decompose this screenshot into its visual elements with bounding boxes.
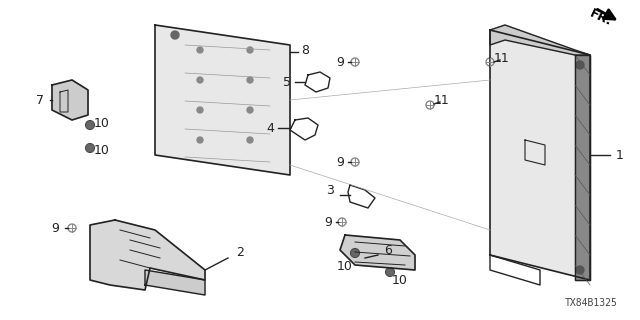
Text: 1: 1 (616, 148, 624, 162)
Text: 9: 9 (336, 156, 344, 169)
Polygon shape (490, 25, 590, 55)
Polygon shape (52, 80, 88, 120)
Polygon shape (340, 235, 415, 270)
Text: FR.: FR. (588, 7, 614, 29)
Text: 3: 3 (326, 183, 334, 196)
Circle shape (247, 77, 253, 83)
Circle shape (247, 47, 253, 53)
Circle shape (247, 107, 253, 113)
Circle shape (387, 268, 394, 276)
Text: 10: 10 (392, 274, 408, 286)
Text: 9: 9 (336, 55, 344, 68)
Circle shape (171, 31, 179, 39)
Circle shape (576, 266, 584, 274)
Text: TX84B1325: TX84B1325 (565, 298, 618, 308)
Circle shape (197, 47, 203, 53)
Polygon shape (575, 55, 590, 280)
Text: 5: 5 (283, 76, 291, 89)
Polygon shape (90, 220, 205, 290)
Circle shape (197, 77, 203, 83)
Circle shape (247, 137, 253, 143)
Text: 9: 9 (324, 215, 332, 228)
Text: 10: 10 (94, 116, 110, 130)
Text: 6: 6 (384, 244, 392, 257)
Circle shape (86, 122, 93, 129)
Polygon shape (145, 270, 205, 295)
Circle shape (197, 137, 203, 143)
Polygon shape (490, 30, 590, 280)
Text: 11: 11 (494, 52, 510, 65)
Text: 10: 10 (337, 260, 353, 273)
Circle shape (351, 250, 358, 257)
Polygon shape (155, 25, 290, 175)
Text: 10: 10 (94, 143, 110, 156)
Text: 2: 2 (236, 245, 244, 259)
Text: 9: 9 (51, 221, 59, 235)
Text: 8: 8 (301, 44, 309, 57)
Text: 11: 11 (434, 93, 450, 107)
Circle shape (197, 107, 203, 113)
Text: 4: 4 (266, 122, 274, 134)
Text: 7: 7 (36, 93, 44, 107)
Circle shape (86, 145, 93, 151)
Circle shape (576, 61, 584, 69)
